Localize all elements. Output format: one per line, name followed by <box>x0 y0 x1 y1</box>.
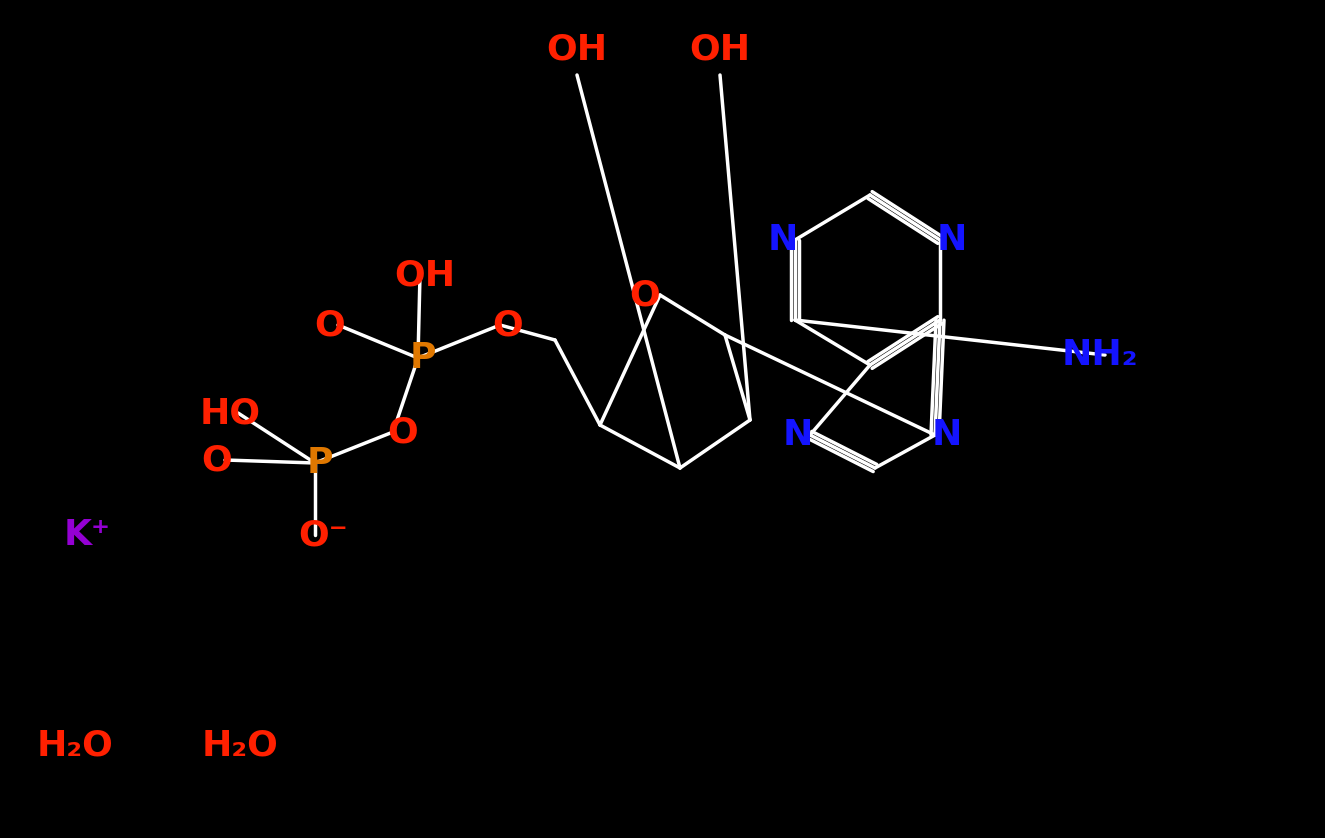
Text: H₂O: H₂O <box>37 728 114 762</box>
Text: H₂O: H₂O <box>201 728 278 762</box>
Text: OH: OH <box>395 258 456 292</box>
Text: O: O <box>314 308 346 342</box>
Text: O: O <box>493 308 523 342</box>
Text: P: P <box>409 341 436 375</box>
Text: N: N <box>767 223 798 257</box>
Text: O: O <box>388 415 419 449</box>
Text: O⁻: O⁻ <box>298 518 348 552</box>
Text: N: N <box>931 418 962 452</box>
Text: N: N <box>783 418 814 452</box>
Text: P: P <box>307 446 334 480</box>
Text: N: N <box>937 223 967 257</box>
Text: O: O <box>629 278 660 312</box>
Text: K⁺: K⁺ <box>64 518 110 552</box>
Text: OH: OH <box>689 33 750 67</box>
Text: O: O <box>201 443 232 477</box>
Text: NH₂: NH₂ <box>1061 338 1138 372</box>
Text: HO: HO <box>200 396 261 430</box>
Text: OH: OH <box>546 33 608 67</box>
